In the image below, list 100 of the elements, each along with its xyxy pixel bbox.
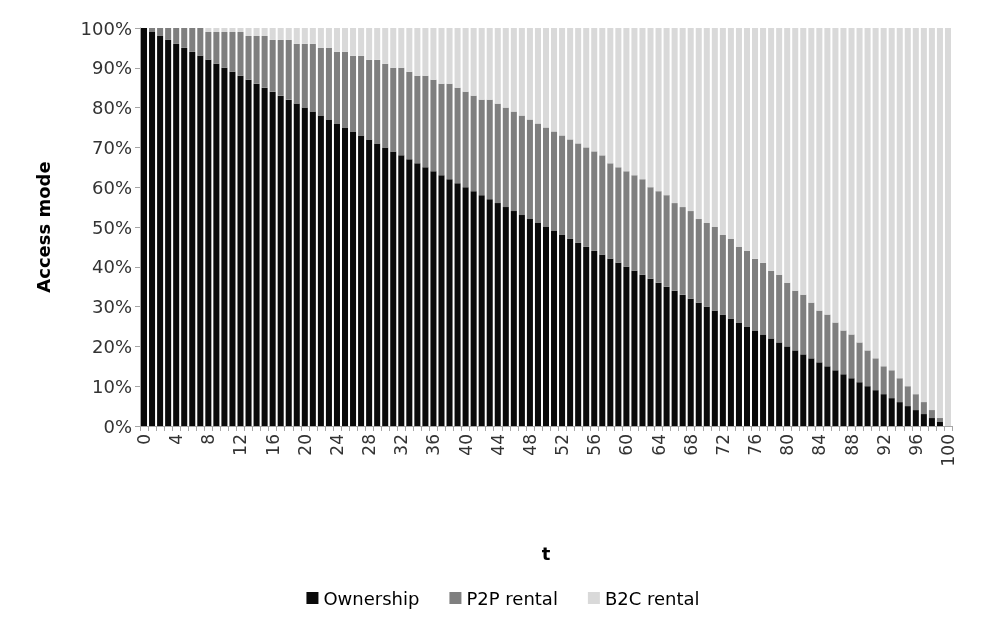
y-tick-label: 90%: [91, 57, 132, 79]
bar: [269, 28, 276, 40]
y-tick-label: 60%: [91, 176, 132, 198]
x-tick-label: 16: [262, 434, 283, 456]
bar: [623, 171, 630, 267]
bar: [760, 334, 767, 426]
bar: [856, 28, 863, 343]
bar: [293, 103, 300, 426]
x-tick-label: 52: [552, 434, 573, 456]
bar: [229, 71, 236, 426]
bar: [317, 115, 324, 426]
x-tick-label: 40: [455, 434, 476, 456]
bar: [197, 55, 204, 426]
bar: [880, 366, 887, 395]
bar: [615, 262, 622, 426]
bar: [478, 28, 485, 100]
bar: [414, 163, 421, 426]
bar: [301, 28, 308, 44]
bar: [333, 28, 340, 52]
x-tick-label: 32: [391, 434, 412, 456]
bar: [205, 59, 212, 426]
bar: [808, 358, 815, 426]
bar: [245, 35, 252, 80]
bar: [776, 342, 783, 426]
x-tick-label: 8: [198, 434, 219, 445]
bar: [333, 51, 340, 124]
bar: [687, 211, 694, 299]
bar: [936, 418, 943, 423]
x-tick-label: 4: [166, 434, 187, 445]
bar: [615, 28, 622, 168]
bar: [679, 294, 686, 426]
bar: [277, 95, 284, 426]
bar: [438, 175, 445, 426]
bar: [808, 28, 815, 303]
bar: [872, 358, 879, 391]
bar: [221, 28, 228, 32]
bar: [567, 28, 574, 140]
bar: [904, 28, 911, 387]
bar: [776, 274, 783, 343]
bar: [695, 302, 702, 426]
bar: [229, 31, 236, 72]
bar: [181, 47, 188, 426]
bar: [149, 31, 156, 426]
bar: [752, 28, 759, 259]
bar: [591, 28, 598, 152]
bar: [752, 330, 759, 426]
bar: [647, 278, 654, 426]
bar: [189, 28, 196, 52]
bar: [567, 238, 574, 426]
bar: [350, 131, 357, 426]
y-tick-label: 100%: [80, 17, 132, 39]
bar: [462, 28, 469, 92]
bar: [366, 59, 373, 140]
bar: [711, 227, 718, 311]
bar: [414, 75, 421, 164]
y-tick-label: 80%: [91, 97, 132, 119]
bar: [687, 298, 694, 426]
bar: [639, 274, 646, 426]
bar: [213, 63, 220, 426]
x-tick-label: 80: [777, 434, 798, 456]
bar: [462, 91, 469, 188]
bar: [542, 28, 550, 128]
bar: [261, 87, 268, 426]
bar: [711, 28, 718, 227]
bar: [711, 310, 718, 426]
y-tick-label: 40%: [91, 256, 132, 278]
bar: [583, 147, 590, 247]
bar: [735, 246, 742, 323]
bar: [888, 398, 895, 426]
bar: [615, 167, 622, 263]
bar: [342, 51, 349, 128]
bar: [808, 302, 815, 359]
bar: [655, 282, 662, 426]
bar: [727, 318, 734, 426]
bar: [864, 386, 871, 426]
bar: [510, 211, 517, 426]
x-tick-label: 0: [134, 434, 155, 445]
bar: [510, 28, 517, 112]
bar: [237, 75, 244, 426]
bar: [551, 28, 558, 132]
bar: [912, 28, 919, 395]
x-tick-label: 28: [359, 434, 380, 456]
bar: [221, 31, 228, 68]
x-tick-label: 72: [712, 434, 733, 456]
bar: [253, 35, 260, 84]
bar: [575, 143, 582, 243]
bar: [888, 370, 895, 399]
x-tick-label: 88: [841, 434, 862, 456]
bar: [639, 179, 646, 275]
bar: [743, 28, 750, 251]
bar: [430, 79, 437, 172]
bar: [848, 334, 855, 379]
bar: [454, 87, 461, 184]
bar: [567, 139, 574, 239]
bar: [752, 258, 759, 331]
bar: [768, 28, 775, 271]
bar: [333, 123, 340, 426]
bar: [253, 83, 260, 426]
bar: [342, 127, 349, 426]
bar: [727, 28, 734, 239]
